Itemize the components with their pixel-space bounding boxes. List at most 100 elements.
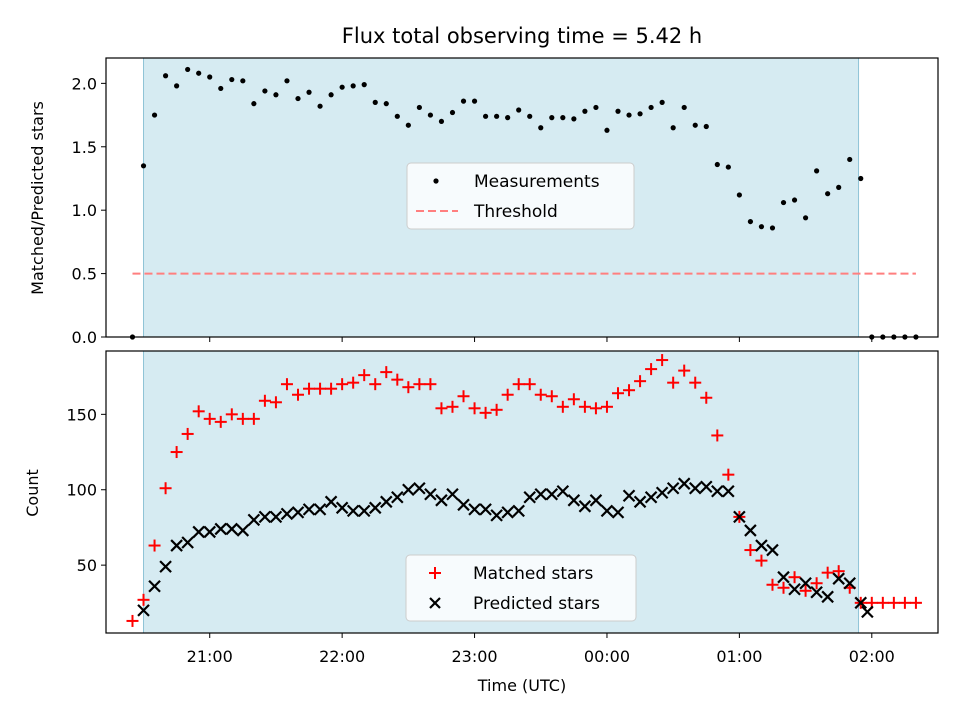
measurement-point (516, 107, 522, 113)
matched-star-point (269, 396, 282, 409)
predicted-star-point (280, 507, 294, 521)
measurement-point (295, 95, 301, 102)
matched-star-point (887, 596, 900, 609)
matched-star-point (634, 375, 647, 388)
predicted-star-point (181, 536, 194, 549)
measurement-point (814, 168, 820, 174)
matched-star-point (722, 468, 735, 481)
measurement-point (538, 125, 544, 131)
predicted-star-point (699, 480, 713, 493)
top-y-tick-label: 1.5 (72, 138, 97, 157)
top-y-tick-label: 2.0 (72, 74, 97, 93)
matched-star-point (369, 378, 382, 391)
matched-star-point (545, 390, 558, 403)
matched-star-point (391, 373, 404, 386)
bottom-y-tick-label: 150 (66, 405, 97, 424)
measurement-point (714, 161, 720, 168)
matched-star-point (578, 400, 591, 413)
measurement-point (449, 109, 456, 116)
predicted-star-point (258, 510, 272, 524)
measurement-point (637, 111, 643, 117)
matched-star-point (457, 390, 470, 403)
matched-star-point (303, 382, 316, 395)
bottom-y-axis-label: Count (23, 469, 42, 517)
matched-star-point (225, 408, 238, 421)
matched-star-point (909, 596, 922, 609)
matched-star-point (600, 400, 613, 413)
top-panel: 0.00.51.01.52.0 Matched/Predicted stars … (28, 57, 939, 347)
matched-star-point (325, 382, 338, 395)
predicted-star-point (843, 576, 857, 590)
bottom-legend: Matched stars Predicted stars (405, 554, 637, 622)
measurement-point (847, 156, 853, 163)
measurement-point (328, 92, 334, 98)
predicted-star-point (666, 481, 680, 495)
measurement-point (593, 104, 599, 111)
matched-star-point (468, 402, 481, 415)
matched-star-point (159, 482, 172, 495)
matched-star-point (181, 427, 194, 440)
measurement-point (394, 113, 400, 119)
measurement-point (549, 115, 555, 121)
predicted-star-point (755, 539, 768, 552)
measurement-point (251, 101, 257, 107)
matched-star-point (413, 378, 426, 391)
matched-star-point (512, 378, 525, 391)
measurement-point (339, 84, 345, 90)
measurement-point (626, 112, 632, 118)
measurement-point (361, 82, 367, 88)
matched-star-point (821, 566, 834, 579)
predicted-star-point (214, 522, 228, 536)
measurement-point (758, 224, 765, 230)
matched-star-point (126, 614, 139, 627)
measurement-point (858, 175, 864, 182)
predicted-star-point (357, 504, 371, 518)
matched-star-point (203, 412, 216, 425)
measurement-point (681, 104, 687, 111)
top-legend: Measurements Threshold (406, 162, 635, 230)
matched-star-point (490, 403, 503, 416)
matched-star-point (656, 354, 669, 367)
predicted-star-point (777, 570, 790, 584)
chart-title: Flux total observing time = 5.42 h (342, 24, 702, 48)
measurement-point (802, 215, 809, 221)
predicted-star-point (534, 487, 548, 501)
measurement-point (482, 113, 489, 119)
measurement-point (306, 89, 312, 95)
matched-star-point (380, 366, 393, 379)
matched-star-point (214, 415, 227, 428)
predicted-star-point (379, 495, 393, 509)
predicted-star-point (435, 494, 448, 507)
predicted-star-point (832, 572, 845, 585)
predicted-star-point (159, 560, 172, 573)
x-tick-label: 00:00 (584, 647, 630, 666)
legend-matched-label: Matched stars (473, 564, 593, 584)
measurement-point (505, 115, 511, 121)
measurement-point (438, 118, 445, 125)
predicted-star-point (766, 543, 779, 557)
matched-star-point (744, 544, 757, 557)
matched-star-point (799, 584, 812, 597)
predicted-star-point (861, 605, 874, 619)
predicted-star-point (324, 495, 338, 509)
matched-star-point (689, 376, 702, 389)
matched-star-point (700, 391, 713, 404)
measurement-point (196, 70, 202, 76)
top-y-axis-label: Matched/Predicted stars (28, 101, 47, 295)
x-axis-label: Time (UTC) (477, 676, 566, 695)
matched-star-point (479, 406, 492, 419)
predicted-star-point (203, 525, 217, 539)
predicted-star-point (391, 491, 404, 504)
matched-star-point (446, 400, 459, 413)
measurement-point (460, 98, 467, 104)
measurement-point (317, 103, 323, 109)
matched-star-point (755, 554, 768, 567)
predicted-star-point (501, 506, 514, 519)
matched-star-point (435, 402, 448, 415)
predicted-star-point (457, 498, 470, 512)
predicted-star-point (677, 477, 691, 490)
predicted-star-point (490, 509, 503, 522)
matched-star-point (501, 388, 514, 401)
